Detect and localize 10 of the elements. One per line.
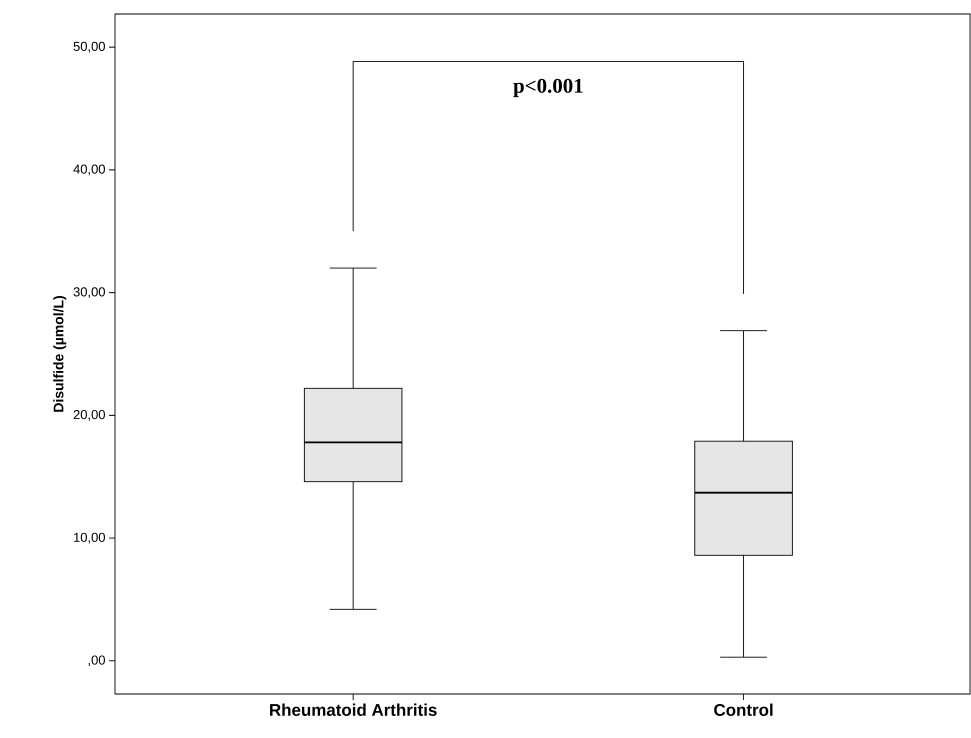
x-tick-label: Control: [714, 704, 772, 716]
y-tick-label: 20,00: [74, 410, 105, 421]
x-tick-label: Rheumatoid Arthritis: [270, 704, 437, 716]
annotation: p<0.001: [513, 78, 583, 98]
y-tick-label: 10,00: [74, 532, 105, 544]
y-tick-label: 30,00: [74, 287, 105, 298]
y-axis-title: Disulfide (µmol/L): [53, 296, 66, 412]
y-tick-label: 40,00: [73, 164, 105, 176]
y-tick-label: ,00: [88, 656, 105, 666]
y-tick-label: 50,00: [74, 42, 105, 52]
